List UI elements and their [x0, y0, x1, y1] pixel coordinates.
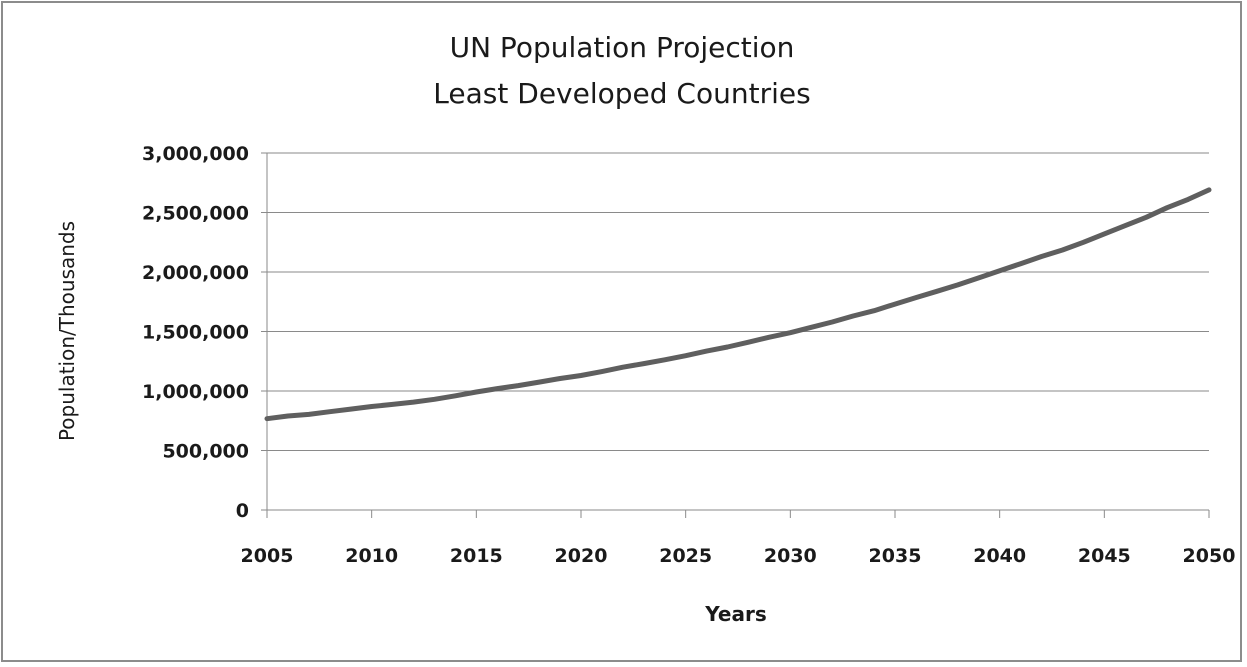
chart-title-line-2: Least Developed Countries [433, 77, 810, 110]
x-tick-label: 2030 [764, 545, 817, 567]
x-tick-label: 2005 [241, 545, 294, 567]
x-tick-label: 2045 [1078, 545, 1131, 567]
gridlines [267, 152, 1209, 451]
chart-title-line-1: UN Population Projection [450, 31, 795, 64]
x-axis-title: Years [704, 602, 766, 626]
y-tick-label: 500,000 [162, 441, 249, 463]
y-axis-title: Population/Thousands [55, 221, 79, 441]
tick-labels: 0 500,000 1,000,000 1,500,000 2,000,000 2,500… [142, 143, 1235, 567]
y-tick-label: 2,500,000 [142, 203, 249, 225]
x-tick-label: 2020 [555, 545, 608, 567]
x-tick-label: 2010 [345, 545, 398, 567]
x-tick-label: 2035 [869, 545, 922, 567]
x-tick-label: 2025 [659, 545, 712, 567]
y-tick-label: 3,000,000 [142, 143, 249, 165]
series-layer [264, 187, 1212, 422]
axes [261, 152, 1210, 518]
series-line-population [264, 187, 1212, 422]
y-tick-label: 0 [236, 500, 249, 522]
y-tick-label: 1,500,000 [142, 322, 249, 344]
x-tick-label: 2040 [973, 545, 1026, 567]
x-tick-label: 2050 [1183, 545, 1236, 567]
y-tick-label: 2,000,000 [142, 262, 249, 284]
y-tick-label: 1,000,000 [142, 381, 249, 403]
x-tick-label: 2015 [450, 545, 503, 567]
